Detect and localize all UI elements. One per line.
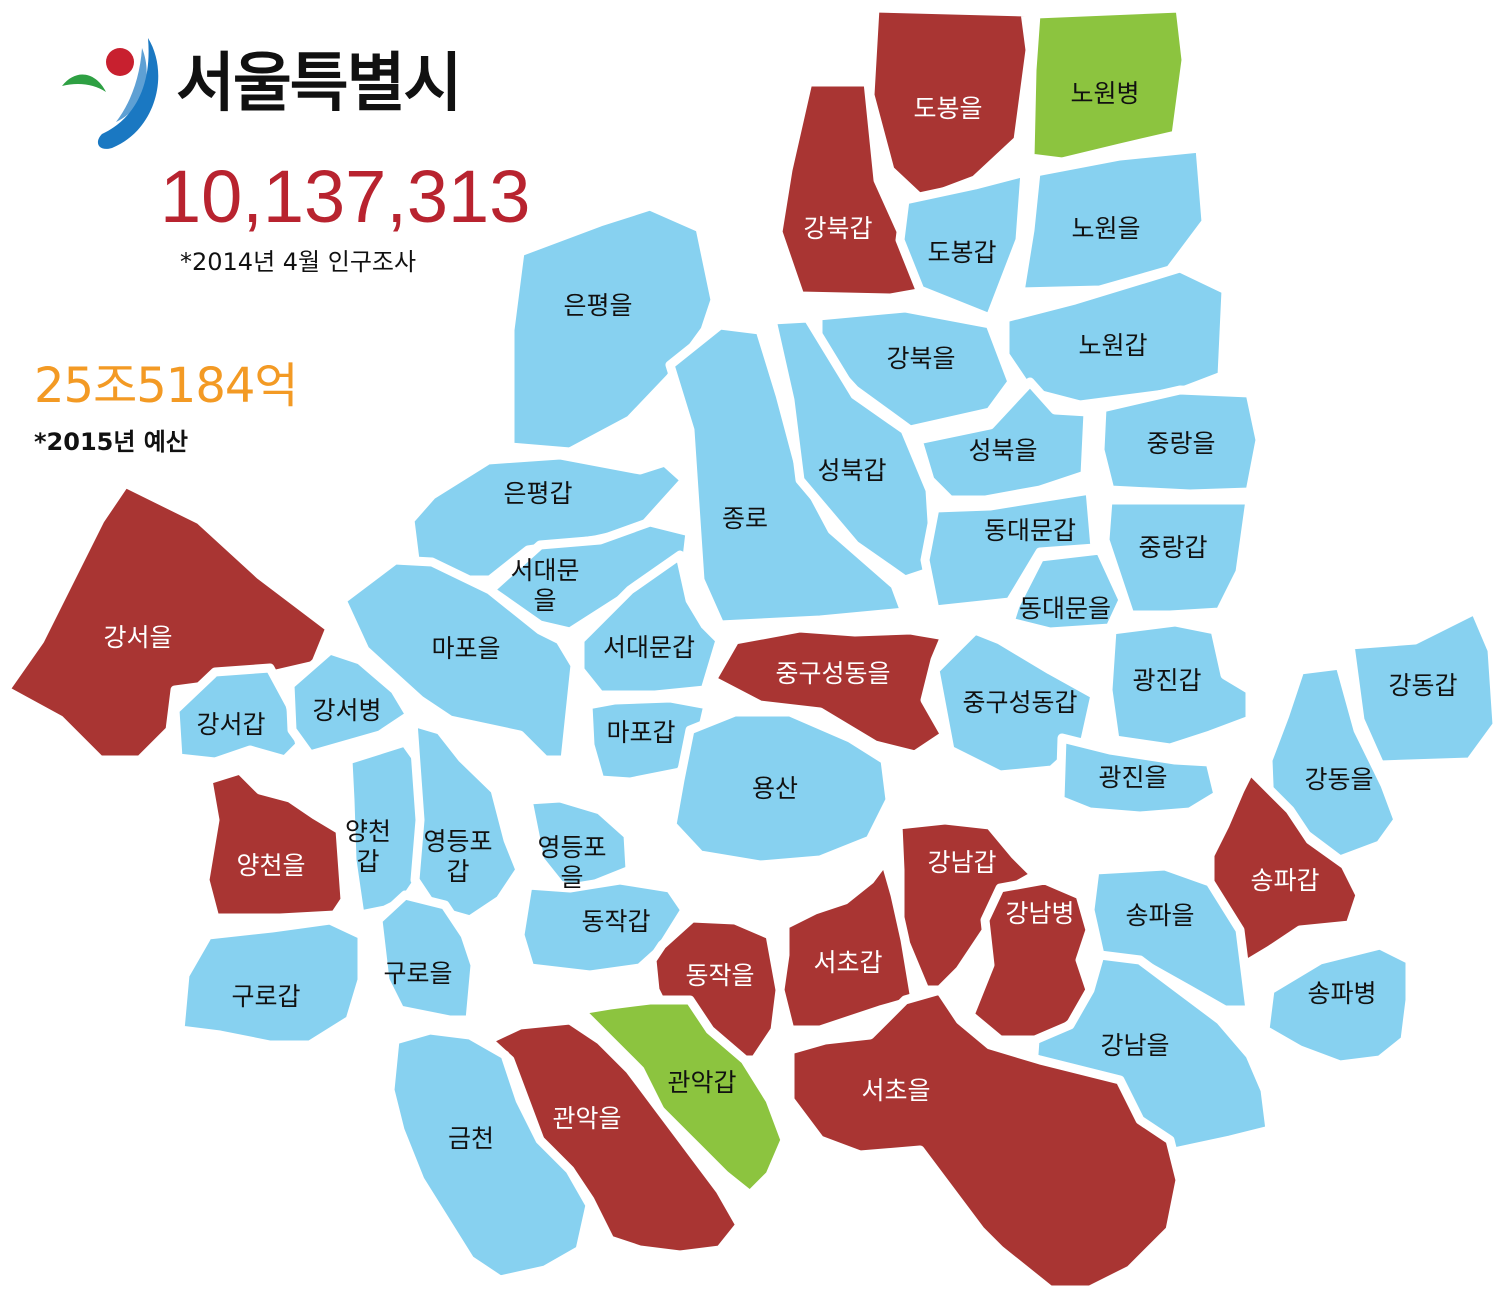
district-label-nowon-byeong: 노원병 [1070,79,1139,108]
district-dongdaemun-gap[interactable] [920,485,1100,615]
district-label-songpa-byeong: 송파병 [1307,979,1376,1008]
district-label-nowon-gap: 노원갑 [1078,331,1147,360]
district-label-eunpyeong-gap: 은평갑 [503,479,572,508]
district-label-gwanak-gap: 관악갑 [667,1068,736,1097]
district-yangcheon-eul[interactable] [200,765,350,923]
budget-note: *2015년 예산 [34,428,188,456]
district-label-yangcheon-gap: 양천 갑 [345,817,391,876]
district-label-yeongdeungpo-eul: 영등포 을 [537,833,606,892]
district-label-gangseo-gap: 강서갑 [196,710,265,739]
district-label-dongdaemun-eul: 동대문을 [1019,594,1111,623]
district-label-nowon-eul: 노원을 [1071,214,1140,243]
district-jongno[interactable] [665,320,910,630]
district-label-geumcheon: 금천 [448,1124,494,1153]
district-yeongdeungpo-gap[interactable] [408,717,525,925]
district-label-jungnang-gap: 중랑갑 [1138,533,1207,562]
district-label-gangdong-eul: 강동을 [1304,765,1373,794]
district-label-seocho-gap: 서초갑 [813,948,882,977]
district-seocho-eul[interactable] [785,985,1185,1295]
district-label-gangnam-eul: 강남을 [1100,1031,1169,1060]
district-jungnang-eul[interactable] [1095,385,1265,499]
district-label-dongjak-eul: 동작을 [685,961,754,990]
district-label-seodaemun-eul: 서대문 을 [510,556,579,615]
budget-value: 25조5184억 [34,358,299,414]
district-label-gangbuk-gap: 강북갑 [803,214,872,243]
district-seodaemun-gap[interactable] [575,550,725,700]
district-label-songpa-gap: 송파갑 [1250,866,1319,895]
district-label-yongsan: 용산 [752,774,798,803]
population-value: 10,137,313 [160,155,531,238]
district-nowon-byeong[interactable] [1025,3,1191,167]
district-gangdong-gap[interactable] [1345,605,1500,770]
district-label-mapo-gap: 마포갑 [606,718,675,747]
district-label-yeongdeungpo-gap: 영등포 갑 [423,827,492,886]
district-label-gwanak-eul: 관악을 [552,1104,621,1133]
district-label-songpa-eul: 송파을 [1125,901,1194,930]
district-dobong-eul[interactable] [865,3,1035,205]
district-mapo-eul[interactable] [337,555,580,765]
district-yeongdeungpo-eul[interactable] [523,793,635,895]
district-label-mapo-eul: 마포을 [431,634,500,663]
district-label-dobong-eul: 도봉을 [913,94,982,123]
district-gangseo-gap[interactable] [170,663,305,767]
district-label-gangseo-eul: 강서을 [103,623,172,652]
district-jungnang-gap[interactable] [1100,495,1255,620]
district-label-dongdaemun-gap: 동대문갑 [984,516,1076,545]
district-label-jung-seongdong-gap: 중구성동갑 [962,688,1077,717]
district-label-yangcheon-eul: 양천을 [236,851,305,880]
district-label-gwangjin-eul: 광진을 [1098,763,1167,792]
district-seongbuk-eul[interactable] [913,377,1093,505]
district-gangbuk-gap[interactable] [773,77,940,303]
district-label-guro-eul: 구로을 [383,959,452,988]
district-label-gangseo-byeong: 강서병 [312,696,381,725]
district-label-gangdong-gap: 강동갑 [1388,671,1457,700]
district-label-gangnam-gap: 강남갑 [927,848,996,877]
district-guro-eul[interactable] [373,890,480,1025]
district-label-jungnang-eul: 중랑을 [1146,429,1215,458]
district-label-gangbuk-eul: 강북을 [886,344,955,373]
district-dongdaemun-eul[interactable] [1005,545,1128,637]
district-jung-seongdong-eul[interactable] [707,623,950,760]
district-label-jongno: 종로 [722,504,768,533]
district-gwangjin-gap[interactable] [1103,617,1255,753]
district-seodaemun-eul[interactable] [485,517,695,637]
district-gwangjin-eul[interactable] [1055,733,1223,821]
district-songpa-eul[interactable] [1085,861,1255,1015]
district-gangseo-byeong[interactable] [285,645,415,760]
district-dobong-gap[interactable] [895,167,1030,323]
district-label-dongjak-gap: 동작갑 [581,907,650,936]
district-label-seodaemun-gap: 서대문갑 [603,633,695,662]
district-label-seocho-eul: 서초을 [861,1076,930,1105]
district-label-jung-seongdong-eul: 중구성동을 [775,659,890,688]
district-geumcheon[interactable] [385,1025,595,1285]
district-songpa-gap[interactable] [1205,765,1365,970]
district-yongsan[interactable] [667,707,895,870]
district-label-seongbuk-gap: 성북갑 [817,456,886,485]
district-gangseo-eul[interactable] [0,478,335,765]
district-nowon-gap[interactable] [1000,263,1231,410]
population-note: *2014년 4월 인구조사 [180,248,417,276]
district-songpa-byeong[interactable] [1260,940,1415,1070]
district-label-eunpyeong-eul: 은평을 [563,291,632,320]
city-title: 서울특별시 [176,47,462,121]
district-label-guro-gap: 구로갑 [231,982,300,1011]
district-label-dobong-gap: 도봉갑 [927,238,996,267]
district-guro-gap[interactable] [175,915,367,1050]
district-label-gwangjin-gap: 광진갑 [1132,666,1201,695]
district-gangdong-eul[interactable] [1263,660,1403,865]
seoul-logo-icon [62,38,159,149]
district-label-seongbuk-eul: 성북을 [968,436,1037,465]
district-label-gangnam-byeong: 강남병 [1005,899,1074,928]
district-jung-seongdong-gap[interactable] [930,625,1100,780]
